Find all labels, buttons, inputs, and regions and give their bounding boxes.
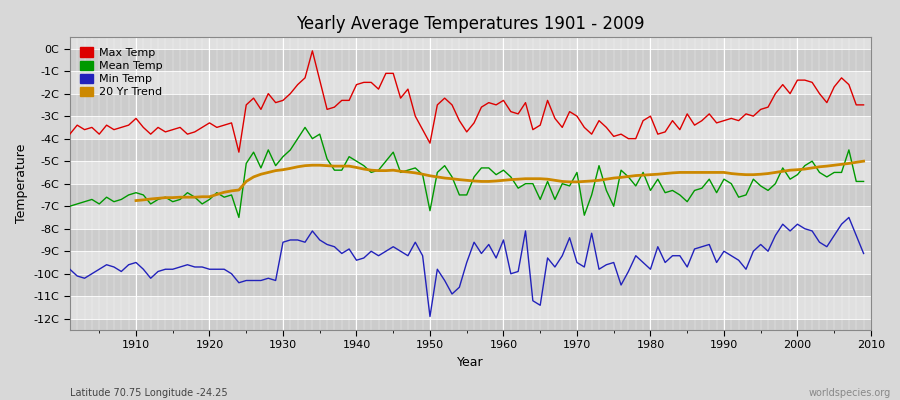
Bar [70,139,871,161]
Bar [70,37,871,48]
Bar [70,319,871,341]
Bar [70,229,871,251]
Legend: Max Temp, Mean Temp, Min Temp, 20 Yr Trend: Max Temp, Mean Temp, Min Temp, 20 Yr Tre… [76,43,166,102]
Title: Yearly Average Temperatures 1901 - 2009: Yearly Average Temperatures 1901 - 2009 [296,15,644,33]
Bar [70,296,871,319]
Bar [70,48,871,71]
Bar [70,319,871,330]
Bar [70,184,871,206]
Bar [70,251,871,274]
Bar [70,206,871,229]
Bar [70,116,871,139]
Bar [70,94,871,116]
Bar [70,71,871,94]
X-axis label: Year: Year [457,356,483,369]
Y-axis label: Temperature: Temperature [15,144,28,223]
Bar [70,161,871,184]
Text: Latitude 70.75 Longitude -24.25: Latitude 70.75 Longitude -24.25 [70,388,228,398]
Bar [70,274,871,296]
Text: worldspecies.org: worldspecies.org [809,388,891,398]
